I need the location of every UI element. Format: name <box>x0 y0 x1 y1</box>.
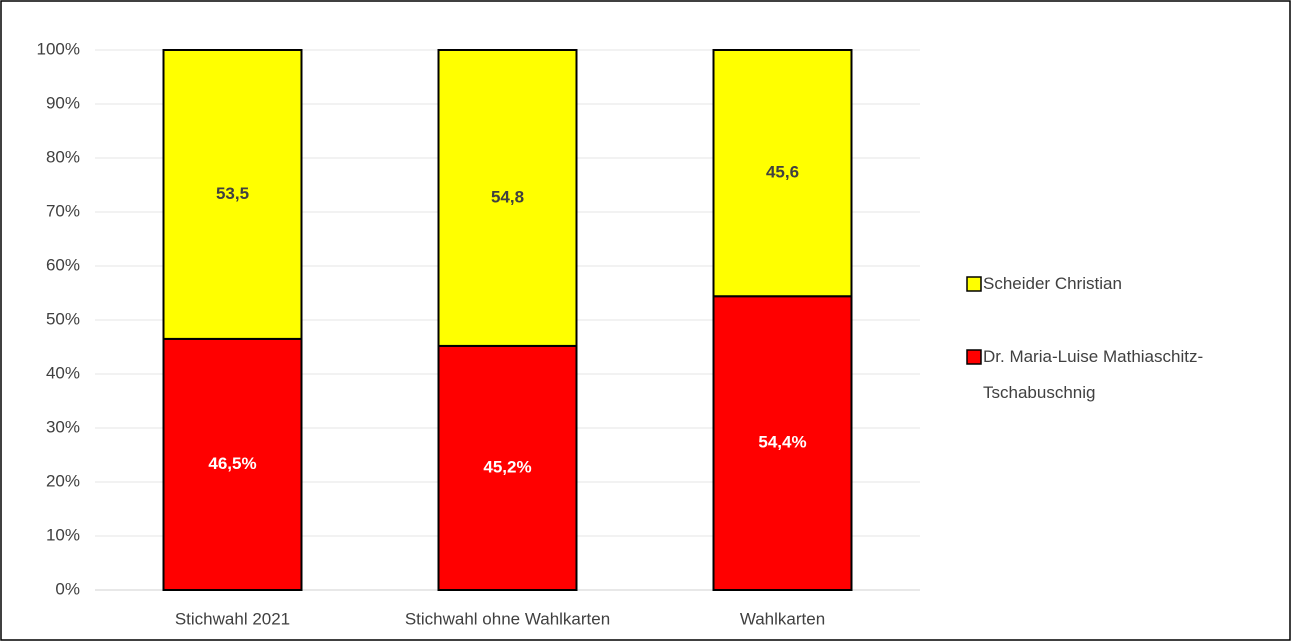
x-tick-label: Stichwahl ohne Wahlkarten <box>405 609 610 628</box>
y-tick-label: 30% <box>46 417 80 436</box>
bar-segment <box>712 49 853 298</box>
x-tick-label: Stichwahl 2021 <box>175 609 290 628</box>
bar-segment <box>162 49 303 340</box>
bar-segment <box>437 344 578 592</box>
legend-swatch <box>966 349 982 365</box>
data-label: 54,4% <box>758 433 806 452</box>
bar-segment <box>437 49 578 347</box>
y-tick-label: 20% <box>46 471 80 490</box>
legend-label: Scheider Christian <box>983 274 1122 293</box>
data-label: 53,5 <box>216 184 249 203</box>
y-tick-label: 40% <box>46 363 80 382</box>
bar-segment <box>162 337 303 591</box>
x-tick-label: Wahlkarten <box>740 609 825 628</box>
y-tick-label: 0% <box>55 579 80 598</box>
data-label: 45,6 <box>766 163 799 182</box>
legend-label: Dr. Maria-Luise Mathiaschitz-Tschabuschn… <box>983 347 1204 402</box>
y-tick-label: 80% <box>46 147 80 166</box>
y-tick-label: 100% <box>37 39 80 58</box>
data-label: 46,5% <box>208 454 256 473</box>
data-label: 45,2% <box>483 457 531 476</box>
y-tick-label: 60% <box>46 255 80 274</box>
data-label: 54,8 <box>491 187 524 206</box>
y-tick-label: 90% <box>46 93 80 112</box>
y-tick-label: 50% <box>46 309 80 328</box>
y-tick-label: 10% <box>46 525 80 544</box>
legend-swatch <box>966 276 982 292</box>
y-tick-label: 70% <box>46 201 80 220</box>
